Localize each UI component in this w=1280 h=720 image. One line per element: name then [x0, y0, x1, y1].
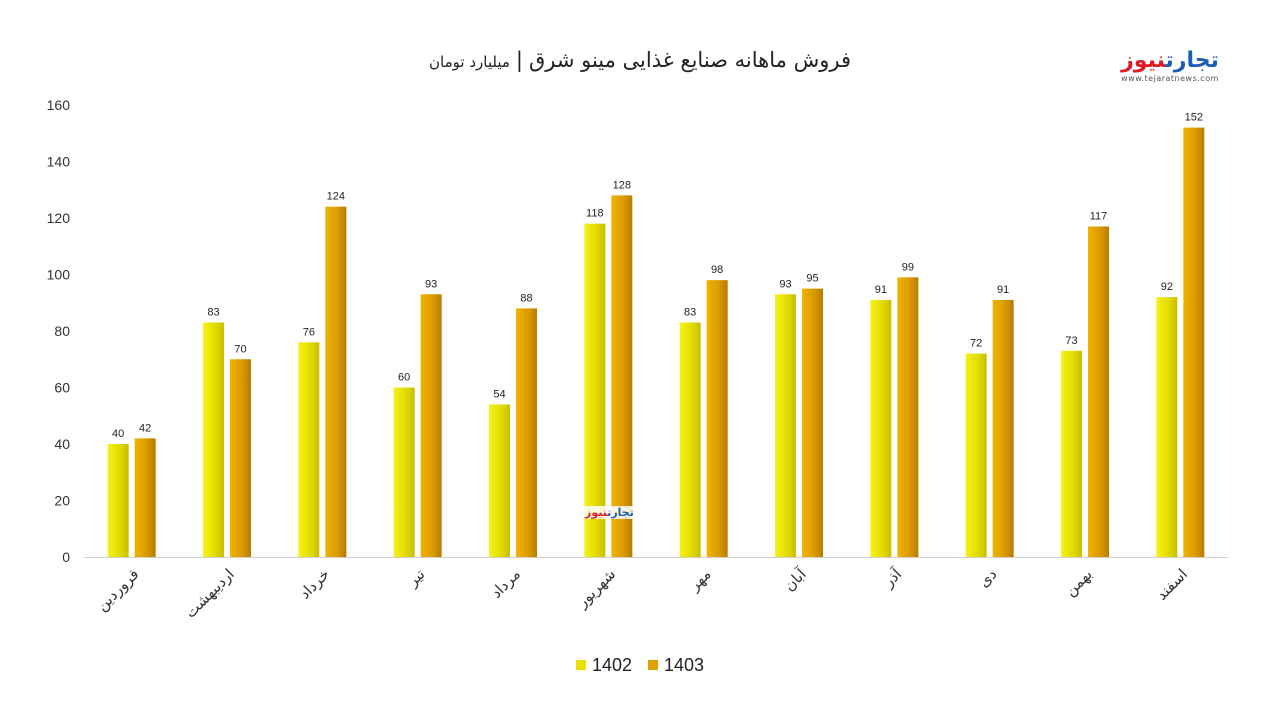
logo-url: www.tejaratnews.com: [1121, 74, 1219, 83]
bar-1403-7: [706, 280, 728, 557]
y-tick-label: 0: [62, 549, 70, 565]
bar-1403-11: [1088, 226, 1109, 557]
data-label: 118: [586, 208, 604, 220]
y-tick-label: 60: [54, 380, 70, 396]
x-tick-label: اردیبهشت: [181, 565, 237, 621]
data-label: 93: [425, 278, 437, 290]
data-label: 91: [997, 284, 1009, 296]
data-label: 88: [520, 292, 532, 304]
x-tick-label: اسفند: [1152, 565, 1191, 604]
data-label: 95: [806, 273, 818, 285]
chart-subtitle: میلیارد تومان: [429, 53, 510, 71]
chart-title: فروش ماهانه صنایع غذایی مینو شرق| میلیارد…: [0, 48, 1280, 72]
data-label: 42: [139, 422, 151, 434]
bar-1403-9: [897, 277, 919, 557]
bar-1403-2: [230, 359, 251, 557]
bar-1402-3: [298, 342, 320, 557]
bar-1402-7: [679, 322, 701, 557]
bar-1403-5: [516, 308, 537, 557]
bar-1402-6: [584, 223, 606, 557]
data-label: 91: [875, 284, 887, 296]
bar-1403-6: [611, 195, 633, 557]
data-label: 124: [327, 191, 345, 203]
x-tick-label: فروردین: [93, 565, 143, 615]
legend-swatch: [575, 660, 586, 670]
bar-1402-12: [1156, 297, 1178, 557]
x-tick-label: مهر: [685, 565, 715, 595]
data-label: 92: [1161, 281, 1173, 293]
x-tick-label: شهریور: [573, 565, 620, 612]
bars-group: 40 42 83 70 76 124 60 93 54 88 118 128 83 98 93 95 91 99 7…: [107, 112, 1205, 557]
x-tick-label: آذر: [879, 565, 906, 592]
data-label: 40: [112, 428, 124, 440]
x-tick-label: مرداد: [487, 565, 524, 602]
x-tick-label: خرداد: [296, 565, 334, 603]
data-label: 99: [902, 261, 914, 273]
watermark-logo: تجارتنیوز: [583, 506, 636, 519]
y-tick-label: 100: [47, 267, 71, 283]
data-label: 98: [711, 264, 723, 276]
y-tick-label: 80: [54, 323, 70, 339]
bar-1402-5: [489, 404, 510, 557]
data-label: 152: [1185, 112, 1203, 124]
data-label: 70: [234, 343, 246, 355]
x-tick-label: آبان: [780, 565, 810, 595]
data-label: 54: [493, 388, 505, 400]
y-tick-label: 140: [47, 154, 71, 170]
data-label: 72: [970, 338, 982, 350]
data-label: 128: [613, 179, 631, 191]
chart-title-text: فروش ماهانه صنایع غذایی مینو شرق: [528, 48, 851, 72]
bar-1403-3: [325, 206, 347, 557]
bar-1402-1: [107, 444, 129, 557]
x-tick-label: تیر: [403, 565, 428, 590]
bar-1403-4: [420, 294, 442, 557]
data-label: 83: [207, 307, 219, 319]
y-tick-label: 20: [54, 493, 70, 509]
bar-1402-9: [870, 299, 892, 557]
y-tick-label: 40: [54, 436, 70, 452]
x-axis: فروردین اردیبهشت خرداد تیر مرداد شهریور مهر آبا…: [84, 557, 1228, 622]
bar-1402-8: [775, 294, 796, 557]
x-tick-label: دی: [975, 565, 1001, 591]
legend-label: 1403: [664, 654, 705, 675]
bar-1402-10: [965, 353, 987, 557]
data-label: 73: [1065, 335, 1077, 347]
data-label: 76: [303, 326, 315, 338]
data-label: 93: [779, 278, 791, 290]
brand-logo: تجارتنیوز www.tejaratnews.com: [1108, 48, 1232, 92]
bar-1402-2: [203, 322, 224, 557]
legend-label: 1402: [591, 654, 632, 675]
data-label: 117: [1090, 210, 1108, 222]
data-label: 83: [684, 307, 696, 319]
y-tick-label: 120: [47, 210, 71, 226]
legend-item: 1403: [648, 655, 704, 676]
legend-swatch: [648, 660, 658, 670]
bar-1403-12: [1183, 127, 1205, 557]
bar-1402-11: [1061, 350, 1082, 557]
data-label: 60: [398, 372, 410, 384]
bar-1403-1: [134, 438, 156, 557]
logo-text-secondary: نیوز: [1121, 48, 1166, 73]
bar-1403-10: [992, 299, 1014, 557]
bar-1403-8: [802, 288, 823, 557]
x-tick-label: بهمن: [1061, 565, 1096, 600]
y-tick-label: 160: [47, 97, 71, 113]
y-axis: 0 20 40 60 80 100 120 140 160: [47, 97, 71, 565]
legend: 1402 1403: [0, 654, 1280, 676]
legend-item: 1402: [575, 654, 632, 676]
title-separator: |: [515, 48, 523, 72]
bar-1402-4: [393, 387, 415, 557]
logo-text-primary: تجارت: [1165, 48, 1219, 73]
